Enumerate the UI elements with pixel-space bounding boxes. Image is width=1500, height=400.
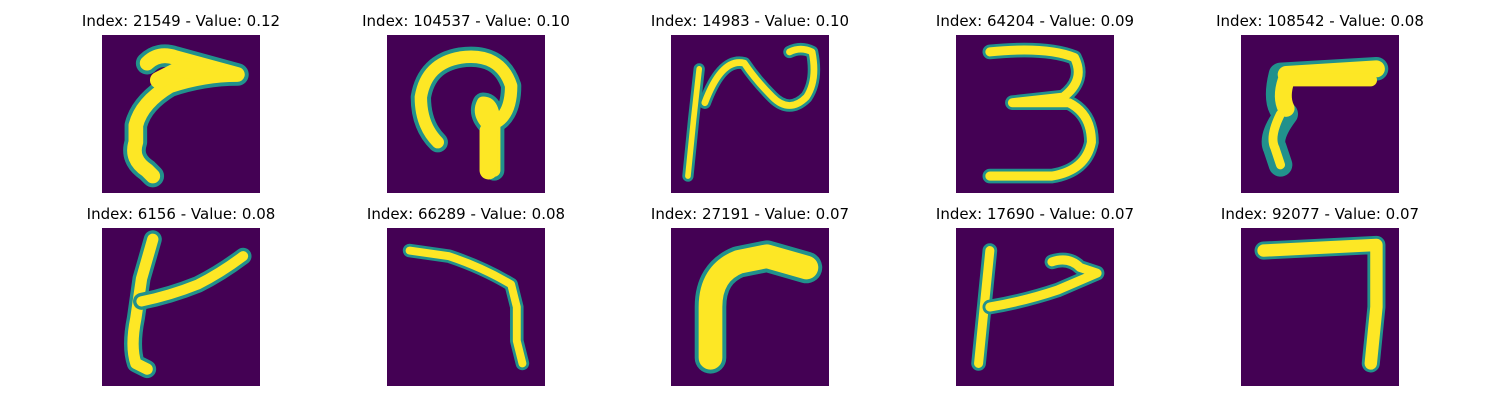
panel-title: Index: 64204 - Value: 0.09	[935, 12, 1135, 30]
digit-image-8	[671, 228, 829, 386]
panel-title: Index: 104537 - Value: 0.10	[362, 12, 570, 30]
digit-image-5	[1241, 35, 1399, 193]
digit-image-9	[956, 228, 1114, 386]
digit-image-7	[387, 228, 545, 386]
digit-image-3	[671, 35, 829, 193]
panel-title: Index: 66289 - Value: 0.08	[366, 205, 566, 223]
panel-title: Index: 21549 - Value: 0.12	[81, 12, 281, 30]
digit-image-1	[102, 35, 260, 193]
panel-title: Index: 14983 - Value: 0.10	[650, 12, 850, 30]
panel-title: Index: 6156 - Value: 0.08	[86, 205, 276, 223]
digit-image-10	[1241, 228, 1399, 386]
digit-image-2	[387, 35, 545, 193]
digit-image-6	[102, 228, 260, 386]
panel-title: Index: 17690 - Value: 0.07	[935, 205, 1135, 223]
panel-title: Index: 27191 - Value: 0.07	[650, 205, 850, 223]
panel-title: Index: 92077 - Value: 0.07	[1220, 205, 1420, 223]
digit-image-4	[956, 35, 1114, 193]
panel-title: Index: 108542 - Value: 0.08	[1216, 12, 1424, 30]
